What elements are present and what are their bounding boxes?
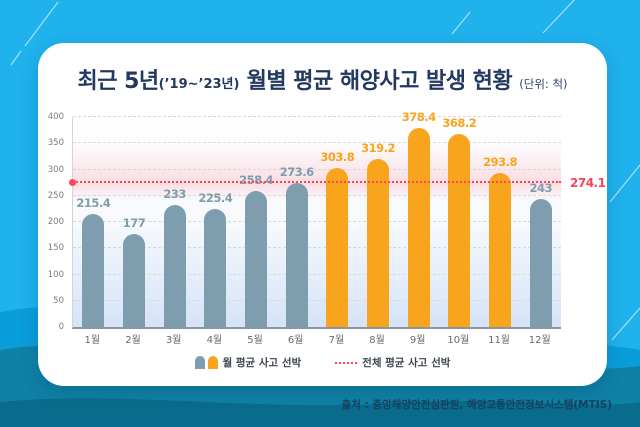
x-tick-label: 3월 (165, 335, 182, 346)
average-line-dot (69, 179, 76, 187)
bar-slot: 303.8 (317, 117, 358, 327)
decorative-diagonal-lines (10, 0, 640, 341)
legend-swatch-highlight-bar (207, 356, 218, 369)
y-tick-label: 50 (53, 295, 64, 306)
title-main: 월별 평균 해양사고 발생 현황 (239, 69, 520, 94)
bar-value-label: 293.8 (483, 154, 517, 169)
gridline (73, 194, 561, 196)
legend-label-monthly: 월 평균 사고 선박 (222, 357, 302, 369)
title-unit: (단위: 척) (519, 77, 568, 91)
average-line (69, 179, 561, 187)
bar-slot: 233 (154, 117, 195, 327)
gridline (73, 299, 561, 301)
plot-area: 215.4 177 233 225.4 258.4 273.6 303.8 319.2 378.… (69, 110, 561, 329)
wave-deep-teal (0, 398, 640, 427)
bar-slot: 319.2 (358, 117, 399, 327)
bar-slot: 243 (520, 117, 561, 327)
bar-value-label: 225.4 (198, 190, 233, 205)
bar-12월 (529, 199, 552, 327)
bar-value-label: 303.8 (320, 149, 355, 164)
bar-slot: 293.8 (480, 117, 521, 327)
x-tick-label: 7월 (328, 335, 345, 346)
gridline (73, 142, 561, 144)
x-tick-label: 11월 (488, 335, 511, 346)
bar-value-label: 215.4 (76, 195, 111, 210)
y-tick-label: 200 (47, 217, 64, 227)
bar-slot: 177 (114, 117, 155, 327)
x-axis: 1월 2월 3월 4월 5월 6월 7월 8월 9월 10월 11월 12월 (72, 331, 560, 346)
y-tick-label: 400 (47, 112, 64, 122)
x-tick-label: 10월 (447, 335, 470, 346)
bar-11월 (489, 172, 512, 327)
chart-card: 최근 5년(’19~’23년) 월별 평균 해양사고 발생 현황 (단위: 척)… (38, 43, 607, 386)
y-tick-label: 0 (58, 322, 64, 332)
gridline (73, 247, 561, 249)
bar-slot: 378.4 (398, 110, 439, 327)
page-title: 최근 5년(’19~’23년) 월별 평균 해양사고 발생 현황 (단위: 척) (38, 63, 607, 95)
y-tick-label: 300 (47, 164, 64, 175)
bar-6월 (285, 183, 308, 327)
bar-value-label: 258.4 (239, 173, 273, 188)
bar-4월 (204, 208, 227, 327)
x-tick-label: 9월 (409, 335, 426, 346)
legend-item-monthly: 월 평균 사고 선박 (194, 355, 302, 370)
x-tick-label: 12월 (528, 335, 551, 346)
bar-slot: 258.4 (236, 117, 277, 327)
legend-label-average: 전체 평균 사고 선박 (362, 357, 451, 369)
bar-value-label: 319.2 (361, 141, 395, 156)
y-tick-label: 100 (47, 269, 64, 280)
bar-slot: 215.4 (73, 117, 114, 327)
x-tick-label: 4월 (206, 335, 223, 346)
legend-swatch-average-line (335, 361, 358, 364)
bar-3월 (163, 204, 186, 327)
gridline (73, 273, 561, 275)
y-tick-label: 250 (47, 190, 64, 201)
chart-legend: 월 평균 사고 선박 전체 평균 사고 선박 (38, 355, 607, 370)
average-value-label: 274.1 (570, 176, 606, 191)
bar-value-label: 273.6 (279, 165, 314, 180)
bar-slot: 368.2 (439, 115, 480, 327)
title-prefix: 최근 5년 (77, 69, 159, 94)
bar-1월 (82, 213, 105, 327)
bar-value-label: 233 (163, 186, 186, 201)
source-attribution: 출처 : 중앙해양안전심판원, 해양교통안전정보시스템(MTIS) (341, 399, 612, 411)
bar-slot: 273.6 (276, 117, 317, 327)
bar-value-label: 243 (529, 181, 552, 196)
bar-2월 (123, 234, 145, 327)
gridline (73, 168, 561, 170)
legend-item-average: 전체 평균 사고 선박 (335, 355, 450, 370)
gridline (73, 221, 561, 222)
x-tick-label: 2월 (125, 335, 141, 346)
bar-value-label: 177 (122, 216, 146, 231)
title-year-range: (’19~’23년) (158, 77, 240, 92)
bar-8월 (367, 159, 390, 327)
legend-swatch-normal-bar (194, 356, 205, 369)
x-tick-label: 6월 (287, 335, 304, 346)
bar-value-label: 378.4 (401, 110, 436, 125)
bar-slots: 215.4 177 233 225.4 258.4 273.6 303.8 319.2 378.… (73, 110, 561, 327)
bar-slot: 225.4 (195, 117, 236, 327)
bar-9월 (407, 128, 430, 327)
y-tick-label: 350 (47, 138, 64, 149)
bar-value-label: 368.2 (442, 115, 477, 130)
bar-chart: 0 50 100 150 200 250 300 350 400 215.4 177 233 225.… (38, 110, 607, 346)
x-tick-label: 8월 (369, 335, 385, 346)
gridline (73, 116, 561, 117)
bar-5월 (245, 191, 268, 327)
y-axis: 0 50 100 150 200 250 300 350 400 (38, 112, 66, 332)
bar-10월 (448, 133, 471, 327)
x-tick-label: 5월 (247, 335, 263, 346)
x-tick-label: 1월 (84, 335, 101, 346)
bar-7월 (326, 167, 349, 327)
y-tick-label: 150 (47, 243, 64, 254)
